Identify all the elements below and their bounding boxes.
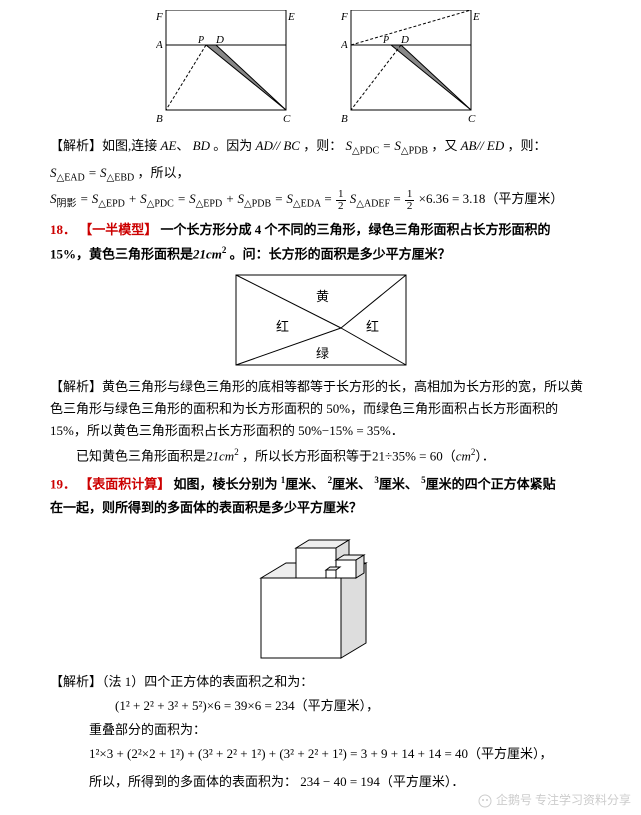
- var: = S: [274, 191, 293, 206]
- text: 。因为: [213, 138, 252, 153]
- var: 21cm: [193, 246, 222, 261]
- text: 已知黄色三角形面积是: [76, 448, 206, 463]
- var: = S: [382, 138, 401, 153]
- fraction-half: 12: [405, 189, 415, 212]
- var: AD// BC: [256, 138, 300, 153]
- svg-text:D: D: [215, 34, 224, 46]
- var: AB// ED: [461, 138, 505, 153]
- var: AE: [161, 138, 177, 153]
- svg-text:B: B: [156, 113, 163, 125]
- sub: △PDC: [147, 199, 174, 210]
- sub: △EPD: [196, 199, 223, 210]
- problem-number: 18．: [50, 222, 76, 237]
- svg-text:F: F: [341, 11, 348, 23]
- text: =: [324, 191, 331, 206]
- top-figures: A B C D E F P A B C D E F P: [50, 10, 591, 125]
- var: BD: [193, 138, 210, 153]
- var: = S: [80, 191, 99, 206]
- rectangle-figure: 黄 红 红 绿: [50, 273, 591, 368]
- solution-3-line-4: 1²×3 + (2²×2 + 1²) + (3² + 2² + 1²) + (3…: [50, 743, 591, 765]
- problem-18-line-2: 15%，黄色三角形面积是21cm2 。问：长方形的面积是多少平方厘米？: [50, 243, 591, 265]
- problem-19-line-2: 在一起，则所得到的多面体的表面积是多少平方厘米？: [50, 497, 591, 519]
- figure-1: A B C D E F P: [156, 10, 301, 125]
- text: ，又: [431, 138, 457, 153]
- sub: △EBD: [107, 172, 135, 183]
- var: + S: [225, 191, 244, 206]
- label-red: 红: [276, 319, 289, 334]
- svg-text:A: A: [341, 39, 348, 51]
- cubes-figure: [50, 528, 591, 663]
- fraction-half: 12: [336, 189, 346, 212]
- text: ×6.36 = 3.18（平方厘米）: [419, 191, 564, 206]
- var: = S: [88, 165, 107, 180]
- text: ）．: [475, 448, 495, 463]
- text: =: [393, 191, 400, 206]
- text: 。问：长方形的面积是多少平方厘米？: [230, 246, 451, 261]
- solution-3-line-3: 重叠部分的面积为：: [50, 719, 591, 741]
- text: 【解析】如图,连接: [50, 138, 157, 153]
- svg-text:C: C: [468, 113, 476, 125]
- svg-text:D: D: [400, 34, 409, 46]
- text: 15%，黄色三角形面积是: [50, 246, 193, 261]
- solution-1-line-2: S△EAD = S△EBD ，所以，: [50, 162, 591, 187]
- svg-text:P: P: [382, 35, 389, 46]
- problem-tag: 【表面积计算】: [79, 476, 170, 491]
- svg-text:A: A: [156, 39, 163, 51]
- text: 厘米、: [379, 476, 418, 491]
- solution-1-line-3: S阴影 = S△EPD + S△PDC = S△EPD + S△PDB = S△…: [50, 188, 591, 213]
- sub: △PDB: [401, 146, 428, 157]
- solution-2-line-1: 【解析】黄色三角形与绿色三角形的底相等都等于长方形的长，高相加为长方形的宽，所以…: [50, 376, 591, 442]
- svg-text:F: F: [156, 11, 163, 23]
- sub: △EPD: [98, 199, 125, 210]
- var: + S: [128, 191, 147, 206]
- solution-3-line-1: 【解析】（法 1）四个正方体的表面积之和为：: [50, 671, 591, 693]
- sub: △ADEF: [356, 199, 390, 210]
- sub: △PDC: [352, 146, 379, 157]
- label-green: 绿: [316, 346, 329, 361]
- sub: △EAD: [57, 172, 85, 183]
- sub: △PDB: [244, 199, 271, 210]
- sub: △EDA: [293, 199, 321, 210]
- text: 厘米、: [285, 476, 324, 491]
- var: = S: [177, 191, 196, 206]
- text: 21÷35% = 60（: [372, 448, 456, 463]
- text: 厘米的四个正方体紧贴: [426, 476, 556, 491]
- svg-text:P: P: [197, 35, 204, 46]
- watermark: 企鹅号 专注学习资料分享: [477, 790, 631, 810]
- var: 21cm: [206, 448, 234, 463]
- var: cm: [456, 448, 471, 463]
- problem-19-line-1: 19． 【表面积计算】 如图，棱长分别为 1厘米、 2厘米、 3厘米、 5厘米的…: [50, 473, 591, 495]
- problem-18-line-1: 18． 【一半模型】 一个长方形分成 4 个不同的三角形，绿色三角形面积占长方形…: [50, 219, 591, 241]
- problem-text: 一个长方形分成 4 个不同的三角形，绿色三角形面积占长方形面积的: [161, 222, 551, 237]
- penguin-icon: [477, 793, 493, 809]
- text: ，所以长方形面积等于: [242, 448, 372, 463]
- sub: 阴影: [57, 199, 77, 210]
- figure-2: A B C D E F P: [341, 10, 486, 125]
- text: ，则：: [303, 138, 342, 153]
- svg-text:E: E: [287, 11, 295, 23]
- solution-3-line-2: (1² + 2² + 3² + 5²)×6 = 39×6 = 234（平方厘米）…: [50, 695, 591, 717]
- svg-text:B: B: [341, 113, 348, 125]
- text: ，所以，: [137, 165, 189, 180]
- label-red: 红: [366, 319, 379, 334]
- svg-text:E: E: [472, 11, 480, 23]
- text: 厘米、: [332, 476, 371, 491]
- solution-1-line-1: 【解析】如图,连接 AE、 BD 。因为 AD// BC ，则： S△PDC =…: [50, 135, 591, 160]
- problem-tag: 【一半模型】: [79, 222, 157, 237]
- text: ，则：: [508, 138, 547, 153]
- svg-text:C: C: [283, 113, 291, 125]
- label-yellow: 黄: [316, 289, 329, 304]
- watermark-text: 企鹅号 专注学习资料分享: [496, 793, 631, 807]
- text: 如图，棱长分别为: [174, 476, 278, 491]
- problem-number: 19．: [50, 476, 76, 491]
- solution-2-line-2: 已知黄色三角形面积是21cm2 ，所以长方形面积等于21÷35% = 60（cm…: [50, 445, 591, 467]
